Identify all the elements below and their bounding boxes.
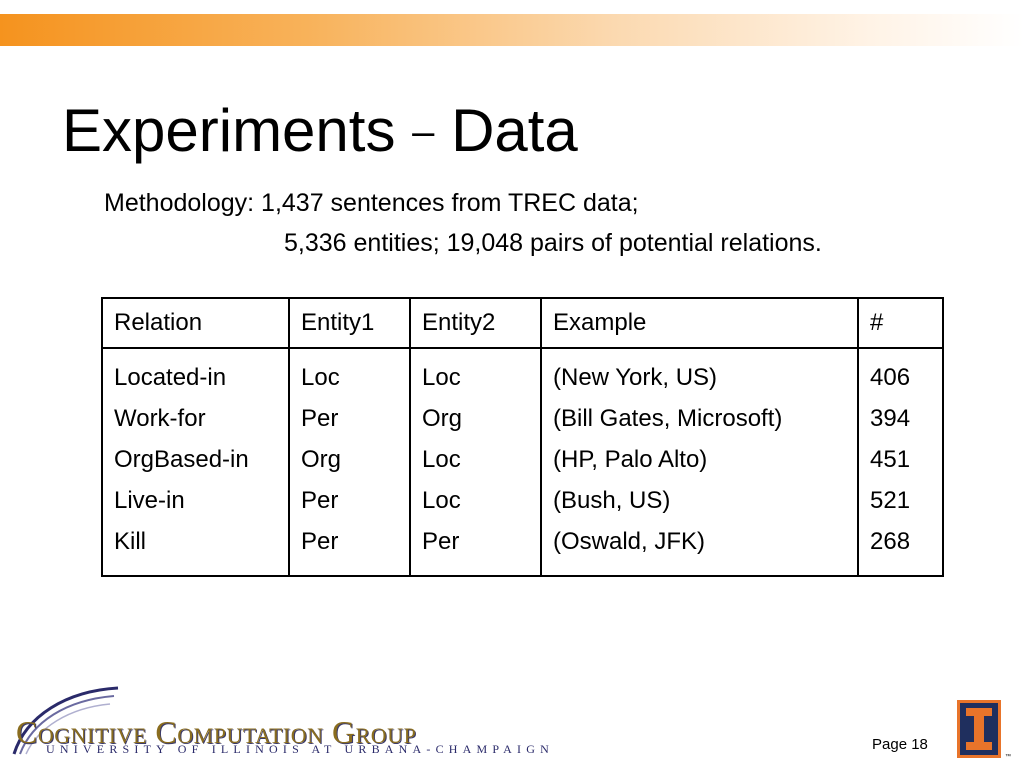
trademark-mark: ™ <box>1005 754 1011 760</box>
header-entity1: Entity1 <box>288 297 411 349</box>
methodology-line2: 5,336 entities; 19,048 pairs of potentia… <box>284 229 822 257</box>
relation-cell: Live-in <box>114 487 185 514</box>
example-cell: (New York, US) <box>553 364 718 391</box>
relation-column: Located-in Work-for OrgBased-in Live-in … <box>101 347 290 577</box>
count-cell: 268 <box>870 528 911 555</box>
entity2-cell: Org <box>422 405 463 432</box>
logo-wordmark: Cognitive Computation Group <box>16 714 417 750</box>
entity2-cell: Loc <box>422 487 461 514</box>
header-count: # <box>857 297 944 349</box>
entity2-cell: Per <box>422 528 460 555</box>
title-part2: Data <box>451 97 578 164</box>
entity1-cell: Per <box>301 487 339 514</box>
relation-cell: Located-in <box>114 364 227 391</box>
example-cell: (Bush, US) <box>553 487 671 514</box>
example-cell: (Bill Gates, Microsoft) <box>553 405 783 432</box>
example-cell: (Oswald, JFK) <box>553 528 706 555</box>
logo-subtitle: UNIVERSITY OF ILLINOIS AT URBANA-CHAMPAI… <box>46 742 554 756</box>
title-part1: Experiments <box>62 97 396 164</box>
swoosh-logo-icon <box>12 686 119 755</box>
entity1-cell: Per <box>301 528 339 555</box>
methodology-line1: Methodology: 1,437 sentences from TREC d… <box>104 189 639 217</box>
relation-cell: OrgBased-in <box>114 446 249 473</box>
header-entity2: Entity2 <box>409 297 542 349</box>
entity2-cell: Loc <box>422 364 461 391</box>
relation-cell: Kill <box>114 528 147 555</box>
entity2-cell: Loc <box>422 446 461 473</box>
university-i-logo <box>957 700 1001 758</box>
example-column: (New York, US) (Bill Gates, Microsoft) (… <box>540 347 859 577</box>
entity1-cell: Per <box>301 405 339 432</box>
count-cell: 394 <box>870 405 911 432</box>
relation-cell: Work-for <box>114 405 206 432</box>
cognitive-computation-group-logo: Cognitive Computation Group <box>6 686 496 758</box>
count-cell: 521 <box>870 487 911 514</box>
example-cell: (HP, Palo Alto) <box>553 446 708 473</box>
count-cell: 451 <box>870 446 911 473</box>
page-number: Page 18 <box>872 736 928 753</box>
slide-title: Experiments – Data <box>62 96 578 167</box>
entity1-cell: Org <box>301 446 342 473</box>
count-cell: 406 <box>870 364 911 391</box>
table-header-row: Relation Entity1 Entity2 Example # <box>101 297 944 349</box>
header-example: Example <box>540 297 859 349</box>
entity1-cell: Loc <box>301 364 340 391</box>
header-relation: Relation <box>101 297 290 349</box>
entity1-column: Loc Per Org Per Per <box>288 347 411 577</box>
top-accent-bar <box>0 14 1024 46</box>
relations-table: Relation Entity1 Entity2 Example # Locat… <box>101 297 944 577</box>
title-dash: – <box>412 110 435 154</box>
entity2-column: Loc Org Loc Loc Per <box>409 347 542 577</box>
count-column: 406 394 451 521 268 <box>857 347 944 577</box>
table-body-row: Located-in Work-for OrgBased-in Live-in … <box>101 347 944 577</box>
